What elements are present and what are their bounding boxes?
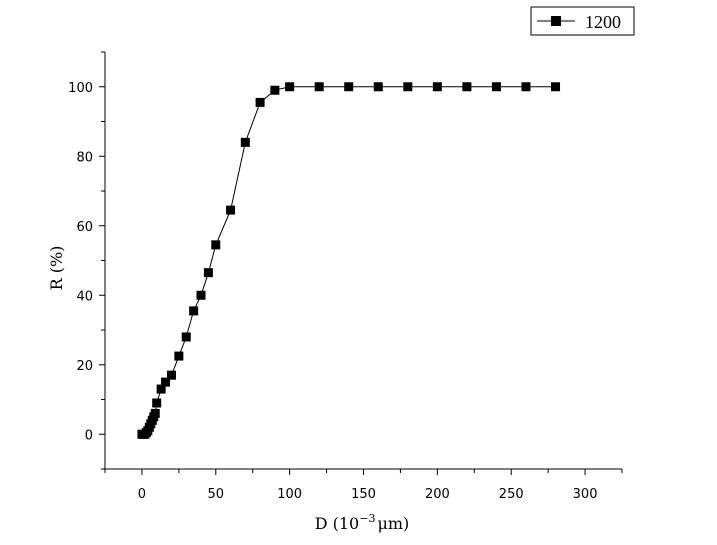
legend: 1200	[530, 6, 635, 36]
data-point	[166, 370, 176, 380]
data-point	[373, 82, 383, 92]
data-point	[491, 82, 501, 92]
data-point	[196, 290, 206, 300]
y-tick-label: 80	[76, 150, 93, 165]
y-axis-title: R (%)	[47, 246, 66, 291]
data-point	[285, 82, 295, 92]
data-point	[403, 82, 413, 92]
legend-box	[530, 6, 635, 36]
data-point	[226, 205, 236, 215]
y-tick-label: 100	[68, 81, 93, 96]
data-point	[270, 85, 280, 95]
y-tick-label: 60	[76, 220, 93, 235]
data-point	[521, 82, 531, 92]
x-tick-label: 0	[138, 487, 146, 502]
x-axis: 0 50 100 150 200 250 300	[104, 469, 623, 502]
plot-frame	[104, 52, 622, 470]
y-axis: 0 20 40 60 80 100	[68, 51, 105, 470]
x-tick-label: 150	[351, 487, 376, 502]
data-point	[203, 268, 213, 278]
data-point	[314, 82, 324, 92]
data-point	[156, 384, 166, 394]
x-tick-label: 300	[573, 487, 598, 502]
data-point	[240, 137, 250, 147]
data-point	[432, 82, 442, 92]
x-axis-title: D (10−3 μm)	[315, 512, 410, 533]
data-point	[344, 82, 354, 92]
legend-marker	[551, 16, 561, 26]
data-point	[150, 408, 160, 418]
x-tick-label: 100	[277, 487, 302, 502]
x-tick-label: 250	[499, 487, 524, 502]
data-point	[152, 398, 162, 408]
y-tick-label: 0	[85, 428, 93, 443]
series-line	[141, 86, 556, 435]
x-tick-label: 50	[208, 487, 225, 502]
data-point	[161, 377, 171, 387]
x-tick-label: 200	[425, 487, 450, 502]
legend-label: 1200	[585, 12, 621, 32]
data-point	[181, 332, 191, 342]
data-point	[255, 97, 265, 107]
y-tick-label: 40	[76, 289, 93, 304]
y-tick-label: 20	[76, 359, 93, 374]
data-point	[174, 351, 184, 361]
data-point	[211, 240, 221, 250]
data-point	[551, 82, 561, 92]
data-point	[462, 82, 472, 92]
series-layer	[137, 82, 561, 439]
data-point	[189, 306, 199, 316]
